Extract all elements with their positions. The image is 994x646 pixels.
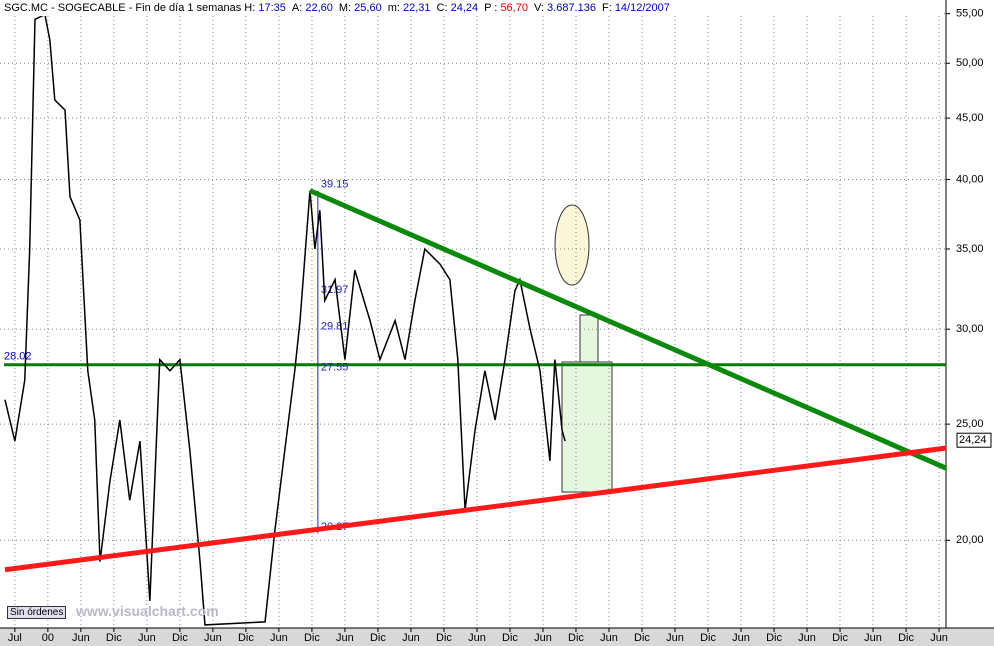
field-label: H: [244, 2, 256, 14]
x-tick-label: Jun [72, 632, 90, 644]
x-tick-label: Dic [436, 632, 452, 644]
x-tick-label: Jun [534, 632, 552, 644]
x-tick-label: Dic [700, 632, 716, 644]
x-tick-label: Dic [898, 632, 914, 644]
x-tick-label: Jun [732, 632, 750, 644]
support-label: 28.02 [4, 351, 32, 363]
field-label: V: [533, 2, 544, 14]
field-value: 56,70 [500, 2, 528, 14]
retracement-label: 27.55 [321, 361, 349, 373]
x-tick-label: Dic [304, 632, 320, 644]
y-tick-label: 30,00 [956, 323, 984, 335]
x-tick-label: Jul [8, 632, 22, 644]
price-line [4, 13, 566, 626]
field-value: 17:35 [258, 2, 286, 14]
x-tick-label: Jun [864, 632, 882, 644]
trend-line [4, 445, 946, 573]
x-tick-label: Dic [370, 632, 386, 644]
x-tick-label: Jun [270, 632, 288, 644]
field-label: M: [338, 2, 352, 14]
x-tick-label: Dic [634, 632, 650, 644]
field-label: A: [291, 2, 303, 14]
header-title: SGC.MC - SOGECABLE - Fin de día 1 semana… [4, 2, 242, 14]
x-tick-label: Jun [336, 632, 354, 644]
x-tick-label: Dic [106, 632, 122, 644]
y-tick-label: 35,00 [956, 243, 984, 255]
target-box [579, 314, 599, 363]
x-tick-label: 00 [42, 632, 54, 644]
field-value: 3.687.136 [547, 2, 596, 14]
orders-button[interactable]: Sin órdenes [7, 606, 67, 619]
y-tick-label: 50,00 [956, 57, 984, 69]
x-tick-label: Jun [798, 632, 816, 644]
x-tick-label: Jun [468, 632, 486, 644]
field-label: C: [436, 2, 448, 14]
last-price-label: 24,24 [959, 434, 987, 446]
trend-line [308, 188, 946, 471]
x-tick-label: Jun [138, 632, 156, 644]
x-tick-label: Dic [832, 632, 848, 644]
field-label: P : [484, 2, 498, 14]
target-box [561, 361, 613, 493]
x-tick-label: Dic [502, 632, 518, 644]
y-tick-label: 40,00 [956, 173, 984, 185]
field-value: 22,60 [305, 2, 333, 14]
x-tick-label: Jun [930, 632, 948, 644]
watermark: www.visualchart.com [76, 603, 219, 619]
x-tick-label: Jun [204, 632, 222, 644]
x-tick-label: Dic [766, 632, 782, 644]
x-tick-label: Dic [238, 632, 254, 644]
field-value: 24,24 [450, 2, 479, 14]
header: SGC.MC - SOGECABLE - Fin de día 1 semana… [0, 0, 944, 16]
field-label: F: [601, 2, 612, 14]
y-tick-label: 25,00 [956, 418, 984, 430]
field-value: 14/12/2007 [614, 2, 670, 14]
x-tick-label: Dic [172, 632, 188, 644]
y-tick-label: 45,00 [956, 112, 984, 124]
retracement-label: 39.15 [321, 179, 349, 191]
x-tick-label: Jun [402, 632, 420, 644]
last-price-box [956, 432, 992, 448]
retracement-label: 29.81 [321, 320, 349, 332]
x-tick-label: Jun [666, 632, 684, 644]
x-tick-label: Dic [568, 632, 584, 644]
field-value: 25,60 [354, 2, 382, 14]
y-tick-label: 55,00 [956, 8, 984, 20]
field-label: m: [387, 2, 400, 14]
x-axis-strip [0, 628, 994, 646]
field-value: 22,31 [402, 2, 431, 14]
y-tick-label: 20,00 [956, 534, 984, 546]
highlight-ellipse [554, 204, 590, 286]
x-tick-label: Jun [600, 632, 618, 644]
